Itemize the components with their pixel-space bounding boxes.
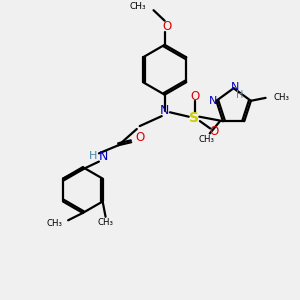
Text: N: N	[208, 96, 217, 106]
Text: CH₃: CH₃	[274, 93, 290, 102]
Text: CH₃: CH₃	[199, 135, 215, 144]
Text: H: H	[236, 90, 244, 100]
Text: O: O	[162, 20, 172, 33]
Text: N: N	[231, 82, 239, 92]
Text: CH₃: CH₃	[47, 219, 63, 228]
Text: N: N	[160, 104, 169, 117]
Text: N: N	[99, 150, 108, 163]
Text: O: O	[209, 125, 219, 138]
Text: O: O	[135, 131, 145, 144]
Text: H: H	[89, 151, 97, 161]
Text: CH₃: CH₃	[98, 218, 114, 227]
Text: O: O	[191, 90, 200, 103]
Text: CH₃: CH₃	[130, 2, 146, 10]
Text: S: S	[189, 111, 199, 125]
